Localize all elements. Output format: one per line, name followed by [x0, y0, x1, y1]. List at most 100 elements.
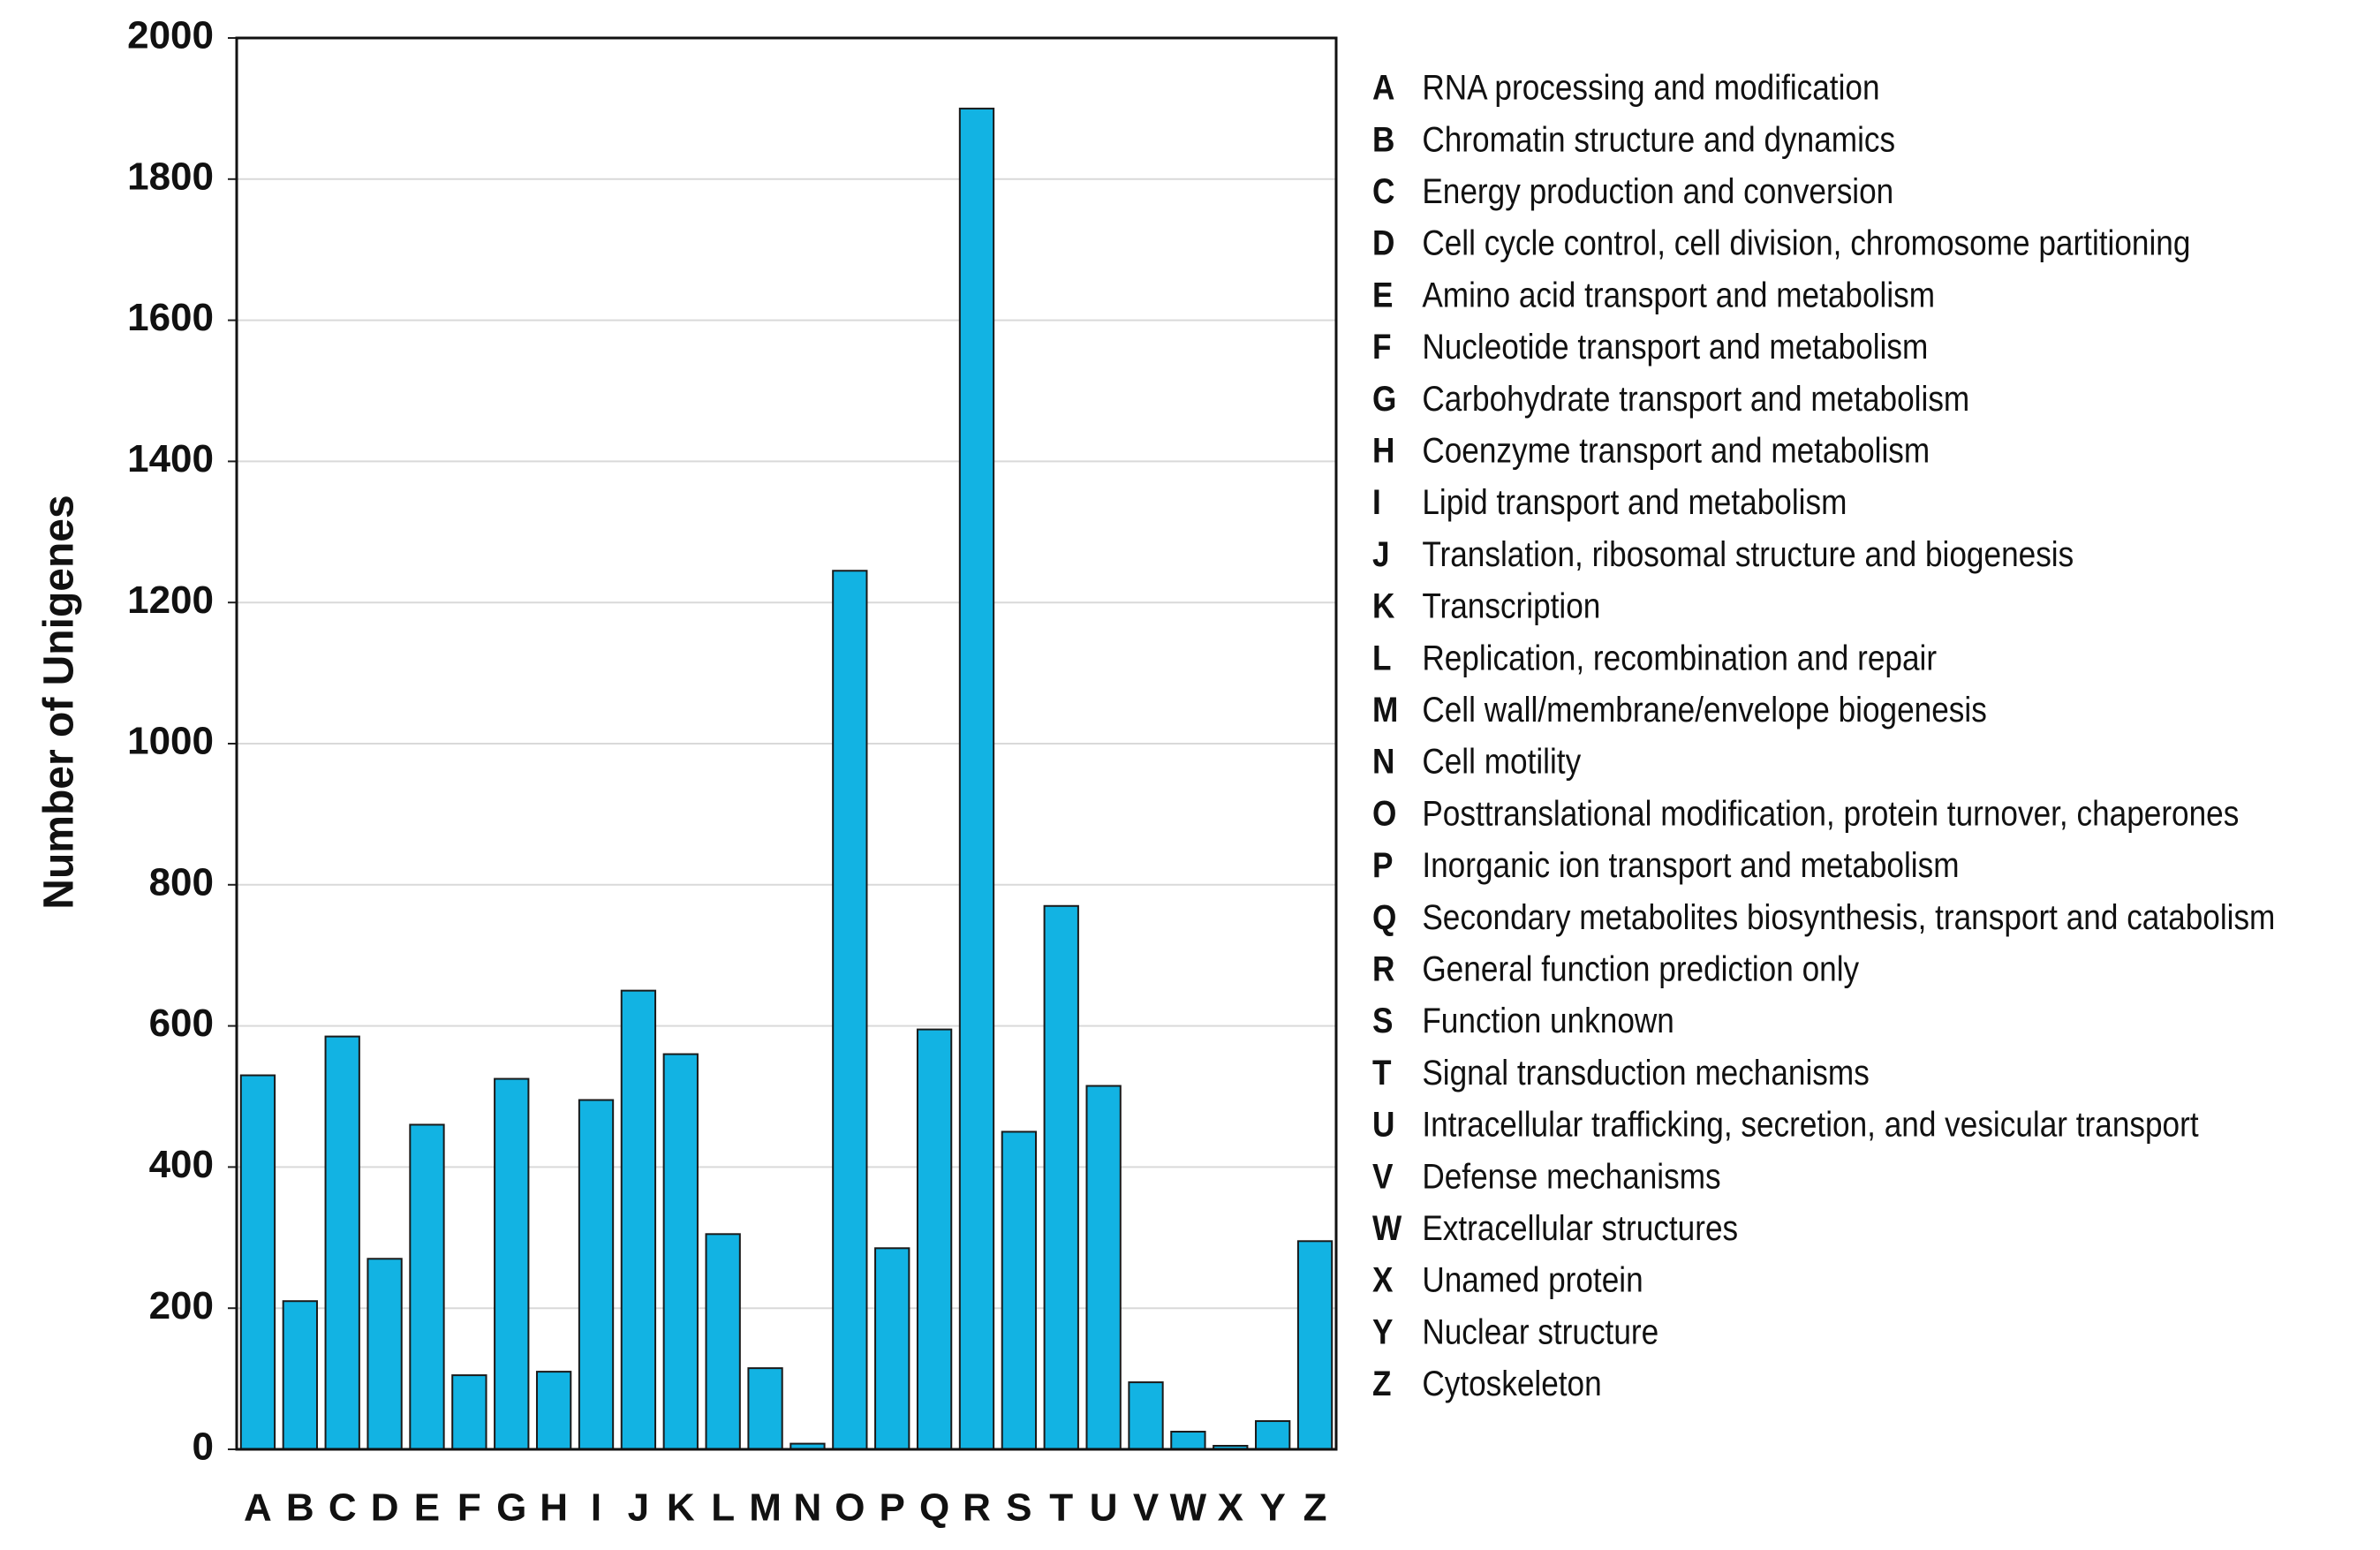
legend-label: Cytoskeleton	[1422, 1364, 1601, 1403]
x-tick-label: U	[1090, 1486, 1118, 1530]
x-tick-label: I	[591, 1486, 601, 1530]
bar	[239, 1074, 276, 1451]
bar	[1296, 1240, 1334, 1451]
legend-letter: C	[1372, 171, 1394, 211]
bar	[832, 570, 868, 1450]
legend-letter: M	[1372, 690, 1398, 730]
bar	[958, 107, 995, 1450]
bar	[1128, 1381, 1164, 1450]
x-tick-label: T	[1049, 1486, 1073, 1530]
legend-letter: A	[1372, 67, 1394, 107]
bar	[705, 1233, 741, 1451]
legend-label: Transcription	[1422, 586, 1600, 625]
y-tick-label: 1000	[127, 720, 214, 763]
x-tick-label: Q	[919, 1486, 949, 1530]
legend-letter: Q	[1372, 897, 1396, 937]
legend-label: Chromatin structure and dynamics	[1422, 119, 1895, 159]
x-tick-label: N	[794, 1486, 822, 1530]
x-tick-label: B	[286, 1486, 314, 1530]
bar	[324, 1035, 360, 1450]
legend-label: Amino acid transport and metabolism	[1422, 275, 1935, 314]
y-tick-label: 1800	[127, 155, 214, 198]
legend-letter: K	[1372, 586, 1394, 625]
legend-letter: B	[1372, 119, 1394, 159]
legend-letter: G	[1372, 379, 1396, 419]
legend-label: Replication, recombination and repair	[1422, 638, 1937, 677]
y-tick-label: 1600	[127, 296, 214, 339]
legend-label: Function unknown	[1422, 1001, 1674, 1040]
legend-letter: O	[1372, 793, 1396, 833]
legend-text: A RNA processing and modification B Chromat…	[1372, 67, 2275, 1403]
x-tick-label: H	[540, 1486, 568, 1530]
legend-letter: I	[1372, 482, 1381, 522]
y-tick-label: 400	[149, 1143, 214, 1186]
x-tick-label: C	[329, 1486, 357, 1530]
legend-letter: X	[1372, 1260, 1393, 1300]
bar	[494, 1077, 530, 1451]
bar	[1255, 1420, 1291, 1451]
legend-label: Secondary metabolites biosynthesis, tran…	[1422, 897, 2275, 937]
plot-frame	[235, 36, 1338, 1451]
legend-letter: S	[1372, 1001, 1393, 1040]
legend-letter: P	[1372, 845, 1393, 885]
y-tick-label: 0	[193, 1425, 214, 1469]
legend-label: Extracellular structures	[1422, 1208, 1738, 1248]
x-tick-label: M	[749, 1486, 782, 1530]
legend-label: Nucleotide transport and metabolism	[1422, 327, 1928, 367]
legend-label: Cell cycle control, cell division, chrom…	[1422, 223, 2190, 263]
y-tick-label: 1200	[127, 578, 214, 622]
legend-label: Cell motility	[1422, 742, 1581, 782]
legend-letter: Y	[1372, 1312, 1393, 1351]
x-tick-label: J	[628, 1486, 649, 1530]
legend-label: Energy production and conversion	[1422, 171, 1893, 211]
x-tick-label: O	[835, 1486, 865, 1530]
bar	[620, 989, 657, 1450]
x-tick-label: K	[667, 1486, 695, 1530]
legend-letter: D	[1372, 223, 1394, 263]
bar	[1043, 904, 1079, 1450]
y-tick-label: 800	[149, 860, 214, 904]
bar	[916, 1028, 953, 1450]
y-axis-label: Number of Unigenes	[36, 495, 83, 909]
x-tick-label: F	[457, 1486, 481, 1530]
bar	[535, 1371, 572, 1450]
bar	[747, 1367, 783, 1450]
bar	[1170, 1431, 1206, 1451]
legend-label: Nuclear structure	[1422, 1312, 1658, 1351]
bar	[578, 1099, 615, 1450]
legend-label: Carbohydrate transport and metabolism	[1422, 379, 1969, 419]
bar	[366, 1258, 403, 1451]
legend-label: Cell wall/membrane/envelope biogenesis	[1422, 690, 1986, 730]
legend: A RNA processing and modification B Chromat…	[1372, 67, 2275, 1403]
legend-letter: U	[1372, 1104, 1394, 1144]
x-tick-label: D	[371, 1486, 399, 1530]
x-tick-label: A	[244, 1486, 272, 1530]
x-tick-label: E	[414, 1486, 440, 1530]
bar	[451, 1374, 487, 1450]
legend-letter: R	[1372, 949, 1394, 988]
bar	[1085, 1085, 1122, 1450]
bar	[874, 1247, 910, 1451]
legend-label: Unamed protein	[1422, 1260, 1643, 1300]
legend-label: Signal transduction mechanisms	[1422, 1053, 1869, 1093]
legend-label: Intracellular trafficking, secretion, an…	[1422, 1104, 2199, 1144]
legend-label: Coenzyme transport and metabolism	[1422, 430, 1930, 470]
legend-letter: F	[1372, 327, 1392, 367]
legend-letter: E	[1372, 275, 1393, 314]
legend-letter: J	[1372, 534, 1390, 574]
legend-label: Inorganic ion transport and metabolism	[1422, 845, 1959, 885]
legend-letter: L	[1372, 638, 1392, 677]
x-tick-label: P	[880, 1486, 905, 1530]
bar	[662, 1053, 699, 1451]
legend-label: General function prediction only	[1422, 949, 1859, 988]
bar	[282, 1300, 318, 1450]
y-tick-label: 600	[149, 1002, 214, 1045]
legend-letter: H	[1372, 430, 1394, 470]
legend-label: Posttranslational modification, protein …	[1422, 793, 2239, 833]
legend-label: Lipid transport and metabolism	[1422, 482, 1847, 522]
x-tick-label: W	[1170, 1486, 1207, 1530]
x-tick-label: V	[1133, 1486, 1160, 1530]
bar	[1001, 1130, 1038, 1450]
legend-letter: W	[1372, 1208, 1402, 1248]
